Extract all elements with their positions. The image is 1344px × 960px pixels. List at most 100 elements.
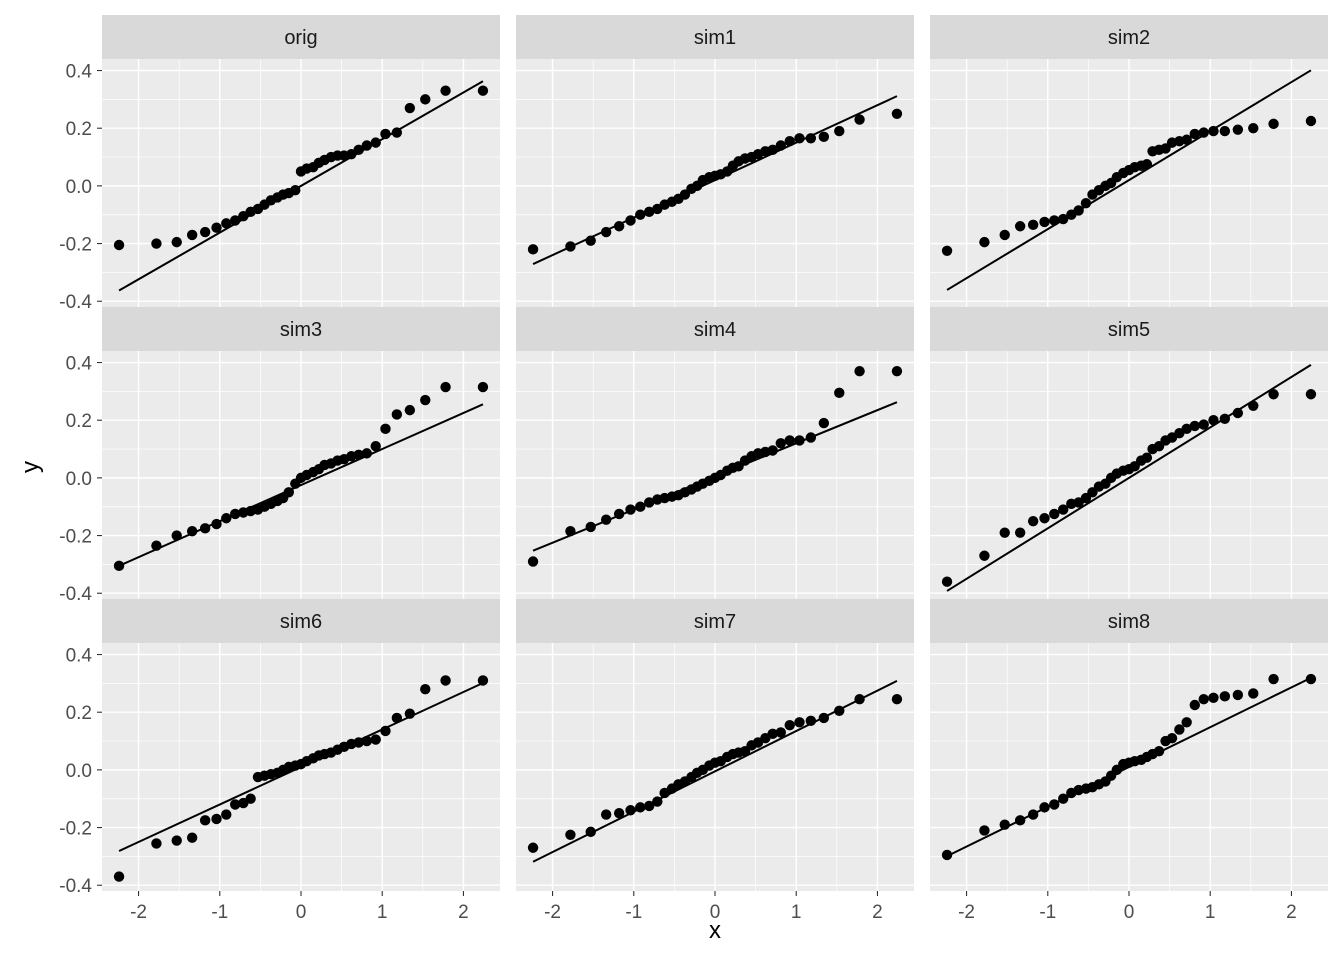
data-point bbox=[353, 737, 364, 748]
data-point bbox=[221, 513, 232, 524]
data-point bbox=[1014, 815, 1026, 826]
data-point bbox=[1027, 219, 1039, 231]
data-point bbox=[644, 800, 655, 812]
data-point bbox=[1189, 699, 1200, 711]
data-point bbox=[600, 514, 612, 525]
data-point bbox=[600, 226, 612, 238]
y-tick-label: -0.2 bbox=[59, 527, 92, 548]
data-point bbox=[1219, 413, 1231, 424]
data-point bbox=[1058, 504, 1069, 515]
data-point bbox=[380, 128, 391, 140]
y-tick-label: 0.0 bbox=[66, 177, 92, 198]
data-point bbox=[186, 229, 198, 241]
x-tick-label: 0 bbox=[1124, 902, 1135, 923]
data-point bbox=[1189, 128, 1200, 140]
data-point bbox=[805, 432, 817, 443]
data-point bbox=[613, 221, 625, 232]
data-point bbox=[1305, 115, 1317, 127]
data-point bbox=[527, 842, 539, 853]
data-point bbox=[1208, 692, 1219, 703]
data-point bbox=[891, 365, 903, 377]
data-point bbox=[1141, 452, 1153, 463]
facet-sim6: sim6 bbox=[102, 599, 500, 891]
data-point bbox=[767, 144, 778, 156]
data-point bbox=[1198, 419, 1209, 430]
facet-sim3: sim3 bbox=[102, 307, 500, 599]
data-point bbox=[1232, 689, 1244, 701]
strip-label: sim4 bbox=[694, 319, 736, 341]
data-point bbox=[784, 435, 795, 446]
data-point bbox=[1181, 423, 1192, 435]
data-point bbox=[794, 717, 805, 728]
x-tick-label: 1 bbox=[791, 902, 802, 923]
data-point bbox=[565, 526, 576, 537]
data-point bbox=[625, 805, 636, 816]
x-tick-label: -2 bbox=[544, 902, 561, 923]
data-point bbox=[353, 449, 364, 461]
data-point bbox=[391, 409, 403, 420]
y-tick-label: -0.4 bbox=[59, 876, 92, 897]
data-point bbox=[440, 85, 451, 96]
data-point bbox=[1232, 124, 1244, 135]
data-point bbox=[230, 799, 241, 810]
x-tick-label: 1 bbox=[377, 902, 388, 923]
facet-orig: orig bbox=[102, 15, 500, 307]
data-point bbox=[230, 215, 241, 226]
data-point bbox=[290, 185, 301, 196]
data-point bbox=[477, 675, 489, 686]
data-point bbox=[211, 518, 222, 530]
data-point bbox=[283, 487, 295, 498]
data-point bbox=[818, 712, 830, 724]
data-point bbox=[644, 497, 655, 508]
data-point bbox=[420, 394, 431, 406]
strip-background bbox=[930, 307, 1328, 351]
data-point bbox=[1014, 221, 1026, 232]
data-point bbox=[635, 209, 646, 220]
data-point bbox=[979, 236, 990, 248]
data-point bbox=[818, 131, 830, 143]
data-point bbox=[527, 556, 539, 567]
data-point bbox=[1248, 400, 1259, 411]
data-point bbox=[775, 140, 786, 151]
data-point bbox=[775, 727, 786, 738]
data-point bbox=[477, 85, 489, 96]
axes: -0.4 -0.2 0.0 0.2 0.4 -0.4 -0.2 0.0 0.2 0.4 -0.4 -0… bbox=[59, 62, 1296, 923]
data-point bbox=[1305, 673, 1317, 685]
data-point bbox=[1189, 420, 1200, 432]
data-point bbox=[1080, 197, 1092, 209]
y-tick-label: -0.4 bbox=[59, 584, 92, 605]
data-point bbox=[221, 809, 232, 820]
data-point bbox=[1248, 123, 1259, 134]
data-point bbox=[979, 825, 990, 836]
data-point bbox=[941, 849, 953, 861]
strip-label: sim3 bbox=[280, 319, 322, 341]
strip-background bbox=[102, 599, 500, 643]
y-tick-label: 0.4 bbox=[66, 354, 93, 375]
y-tick-label: -0.2 bbox=[59, 819, 92, 840]
data-point bbox=[794, 133, 805, 144]
data-point bbox=[767, 445, 778, 456]
data-point bbox=[1219, 125, 1231, 137]
strip-label: sim5 bbox=[1108, 319, 1150, 341]
data-point bbox=[585, 521, 596, 533]
data-point bbox=[1208, 415, 1219, 426]
data-point bbox=[784, 135, 795, 147]
data-point bbox=[211, 813, 222, 825]
data-point bbox=[151, 838, 162, 849]
data-point bbox=[1268, 673, 1279, 685]
data-point bbox=[186, 832, 198, 843]
data-point bbox=[1039, 216, 1050, 228]
strip-background bbox=[930, 15, 1328, 59]
x-axis-title: x bbox=[709, 917, 721, 944]
x-tick-label: -2 bbox=[130, 902, 147, 923]
data-point bbox=[625, 504, 636, 515]
data-point bbox=[775, 438, 786, 449]
data-point bbox=[113, 239, 125, 251]
data-point bbox=[834, 387, 845, 399]
data-point bbox=[1058, 213, 1069, 225]
data-point bbox=[370, 137, 381, 148]
x-tick-label: 2 bbox=[1286, 902, 1297, 923]
x-tick-label: -1 bbox=[1039, 902, 1056, 923]
data-point bbox=[171, 530, 182, 541]
